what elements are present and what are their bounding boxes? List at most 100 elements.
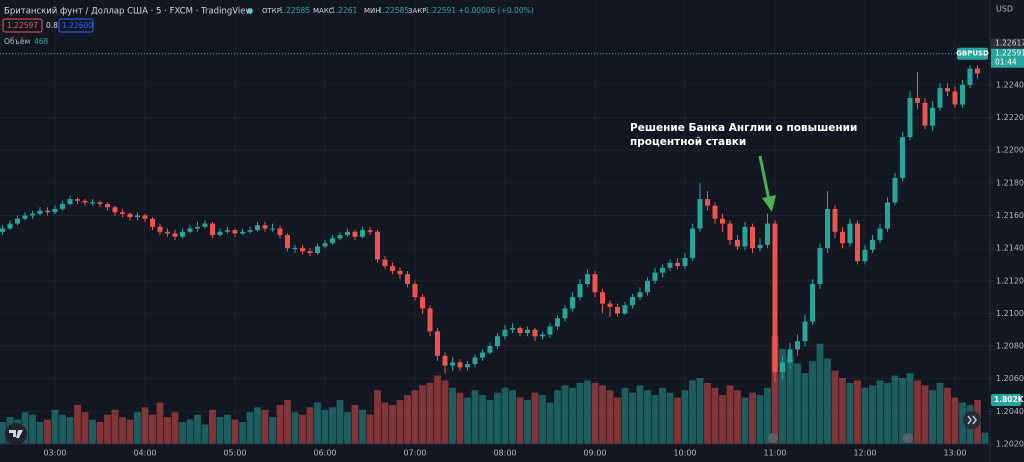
event-icon[interactable]	[903, 433, 913, 443]
bid-box[interactable]	[2, 18, 43, 33]
y-tick-label: 1.20800	[996, 342, 1024, 351]
candle-body	[510, 328, 515, 330]
volume-bar	[254, 407, 261, 444]
status-dot	[247, 8, 253, 14]
candle-body	[60, 204, 65, 209]
event-icon[interactable]	[768, 433, 778, 443]
candle-body	[742, 226, 748, 247]
volume-bar	[936, 382, 944, 444]
candle-body	[0, 228, 5, 232]
volume-bar	[464, 397, 471, 444]
candle-body	[630, 297, 635, 306]
volume-bar	[591, 382, 599, 444]
candle-body	[772, 223, 778, 373]
volume-bar	[711, 387, 719, 444]
volume-bar	[921, 385, 929, 444]
grid	[0, 0, 990, 445]
volume-bar	[554, 390, 561, 444]
price-tag-box	[991, 48, 1024, 68]
candle-body	[465, 364, 470, 368]
ohlc-label: МИН	[364, 7, 381, 15]
volume-bar	[494, 392, 501, 444]
volume-bar	[96, 422, 104, 444]
candle-body	[450, 362, 455, 366]
candle-body	[660, 267, 665, 273]
x-tick-label: 05:00	[223, 449, 246, 458]
volume-bar	[734, 390, 741, 444]
annotation-arrowhead	[762, 195, 776, 212]
volume-bar	[569, 387, 576, 444]
candle-body	[607, 303, 613, 307]
candle-body	[810, 284, 815, 322]
volume-bar	[29, 414, 36, 444]
volume-bar	[344, 412, 351, 444]
candle-body	[127, 213, 133, 218]
volume-label: Объём	[4, 37, 30, 46]
candle-body	[37, 210, 43, 214]
volume-bar	[171, 412, 179, 444]
y-tick-label: 1.20600	[996, 374, 1024, 383]
candle-body	[30, 213, 35, 216]
volume-bar	[209, 409, 216, 444]
volume-bar	[914, 380, 921, 444]
x-tick-label: 04:00	[133, 449, 156, 458]
candle-body	[210, 223, 215, 236]
volume-bar	[216, 417, 224, 444]
symbol-tag-box	[957, 47, 988, 60]
candle-body	[570, 297, 575, 309]
volume-bar	[621, 387, 629, 444]
ask-box[interactable]	[58, 18, 94, 33]
volume-bar	[89, 419, 96, 444]
y-tick-label: 1.21400	[996, 244, 1024, 253]
volume-bar	[246, 412, 254, 444]
candle-body	[360, 230, 365, 237]
ohlc-label: ОТКР	[262, 7, 281, 15]
volume-bar	[141, 407, 149, 444]
volume-bar	[66, 417, 74, 444]
volume-bar	[366, 414, 374, 444]
candle-body	[442, 355, 448, 366]
volume-bar	[816, 343, 824, 444]
volume-bar	[809, 360, 816, 444]
candle-body	[900, 137, 905, 178]
candle-body	[780, 362, 785, 373]
volume-bar	[449, 387, 456, 444]
ohlc-value: 1.22591	[425, 6, 456, 15]
candle-body	[397, 270, 403, 275]
volume-bar	[861, 387, 869, 444]
volume-bar	[51, 409, 59, 444]
candle-body	[847, 223, 853, 244]
volume-bar	[284, 400, 291, 444]
candle-body	[975, 68, 980, 74]
volume-bar	[0, 422, 6, 444]
volume-bar	[726, 385, 734, 444]
candle-body	[322, 243, 328, 247]
volume-bar	[81, 412, 89, 444]
volume-bar	[801, 373, 809, 444]
volume-bar	[651, 395, 659, 444]
volume-bar	[501, 387, 509, 444]
volume-bar	[396, 400, 404, 444]
candle-body	[90, 202, 95, 204]
volume-bar	[119, 417, 126, 444]
chart-title: Британский фунт / Доллар США · 5 · FXCM …	[4, 7, 252, 17]
candle-body	[412, 284, 418, 298]
ohlc-value: 1.2261	[331, 6, 357, 15]
volume-bar	[389, 404, 396, 444]
candle-body	[112, 207, 118, 213]
logo-mark	[9, 430, 23, 438]
candle-body	[600, 292, 605, 304]
volume-tick-label: 1.802K	[994, 395, 1024, 404]
candle-body	[135, 215, 140, 218]
candle-body	[945, 88, 950, 92]
volume-bar	[689, 380, 696, 444]
volume-bar	[644, 390, 651, 444]
bid: 1.22597	[7, 21, 38, 30]
candle-body	[735, 239, 740, 247]
candle-body	[345, 231, 350, 236]
volume-bar	[944, 387, 951, 444]
candle-body	[802, 321, 808, 342]
candle-body	[180, 231, 185, 237]
candle-body	[315, 246, 320, 254]
scroll-button[interactable]	[963, 411, 981, 429]
